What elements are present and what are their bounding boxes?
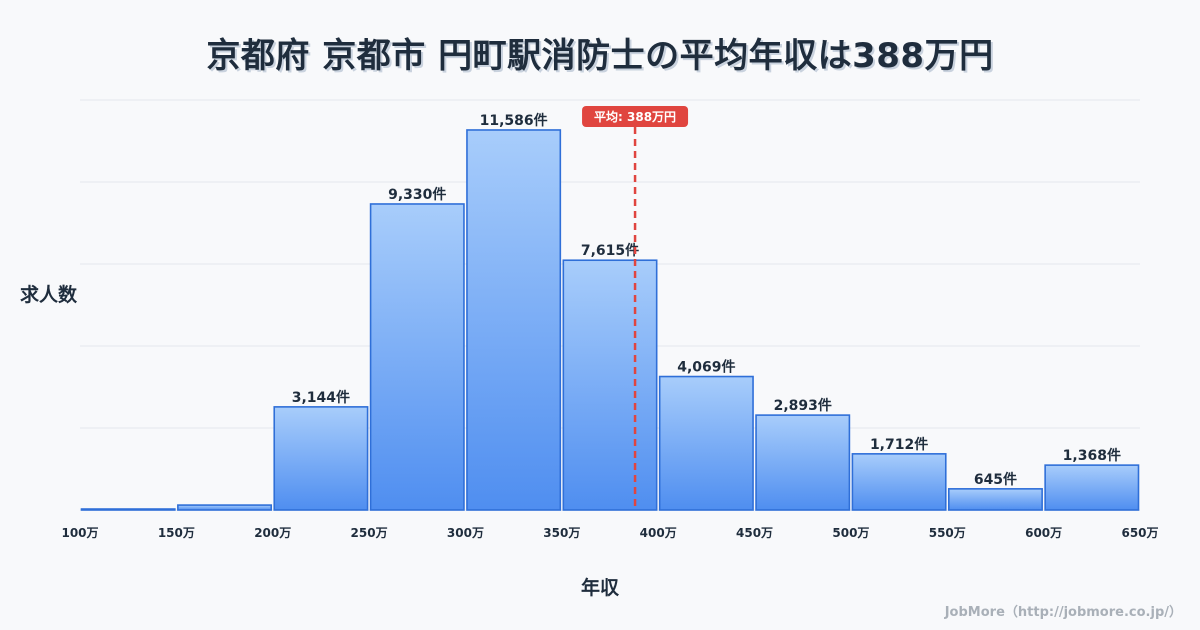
histogram-bar bbox=[947, 488, 1043, 511]
histogram-bar bbox=[466, 129, 562, 511]
x-tick-label: 650万 bbox=[1121, 526, 1158, 540]
data-labels: 3,144件 9,330件 11,586件 7,615件 4,069件 2,893件 1,7… bbox=[292, 112, 1121, 488]
bar-value-label: 3,144件 bbox=[292, 389, 350, 406]
x-tick-label: 350万 bbox=[543, 526, 580, 540]
watermark: JobMore（http://jobmore.co.jp/） bbox=[944, 605, 1182, 620]
x-tick-label: 100万 bbox=[61, 526, 98, 540]
x-axis-label: 年収 bbox=[580, 577, 619, 599]
x-tick-label: 200万 bbox=[254, 526, 291, 540]
histogram-bar bbox=[1044, 464, 1140, 511]
bar-value-label: 645件 bbox=[974, 471, 1017, 488]
histogram-bar bbox=[273, 406, 369, 511]
x-tick-label: 450万 bbox=[736, 526, 773, 540]
bar-value-label: 1,368件 bbox=[1063, 447, 1121, 464]
x-tick-label: 150万 bbox=[158, 526, 195, 540]
average-badge bbox=[582, 106, 689, 127]
bar-value-label: 4,069件 bbox=[677, 359, 735, 376]
x-tick-label: 400万 bbox=[640, 526, 677, 540]
bar-value-label: 2,893件 bbox=[774, 397, 832, 414]
average-label: 平均: 388万円 bbox=[594, 109, 676, 124]
bar-value-label: 9,330件 bbox=[388, 186, 446, 203]
x-tick-label: 600万 bbox=[1025, 526, 1062, 540]
bars bbox=[80, 129, 1140, 511]
x-tick-label: 500万 bbox=[832, 526, 869, 540]
x-tick-label: 550万 bbox=[929, 526, 966, 540]
histogram-bar bbox=[851, 453, 947, 511]
histogram-bar bbox=[658, 375, 754, 511]
bar-value-label: 1,712件 bbox=[870, 436, 928, 453]
x-tick-label: 250万 bbox=[351, 526, 388, 540]
bar-value-label: 11,586件 bbox=[480, 112, 548, 129]
chart-title: 京都府 京都市 円町駅消防士の平均年収は388万円 bbox=[206, 36, 994, 76]
bar-value-label: 7,615件 bbox=[581, 242, 639, 259]
histogram-bar bbox=[562, 259, 658, 511]
histogram-bar bbox=[177, 504, 273, 511]
histogram-bar bbox=[369, 203, 465, 511]
average-marker: 平均: 388万円 bbox=[582, 106, 689, 510]
y-axis-label: 求人数 bbox=[20, 284, 78, 306]
x-tick-labels: 100万 150万 200万 250万 300万 350万 400万 450万 500万 550万… bbox=[61, 526, 1158, 540]
histogram-bar bbox=[80, 508, 176, 511]
x-tick-label: 300万 bbox=[447, 526, 484, 540]
histogram-bar bbox=[755, 414, 851, 511]
